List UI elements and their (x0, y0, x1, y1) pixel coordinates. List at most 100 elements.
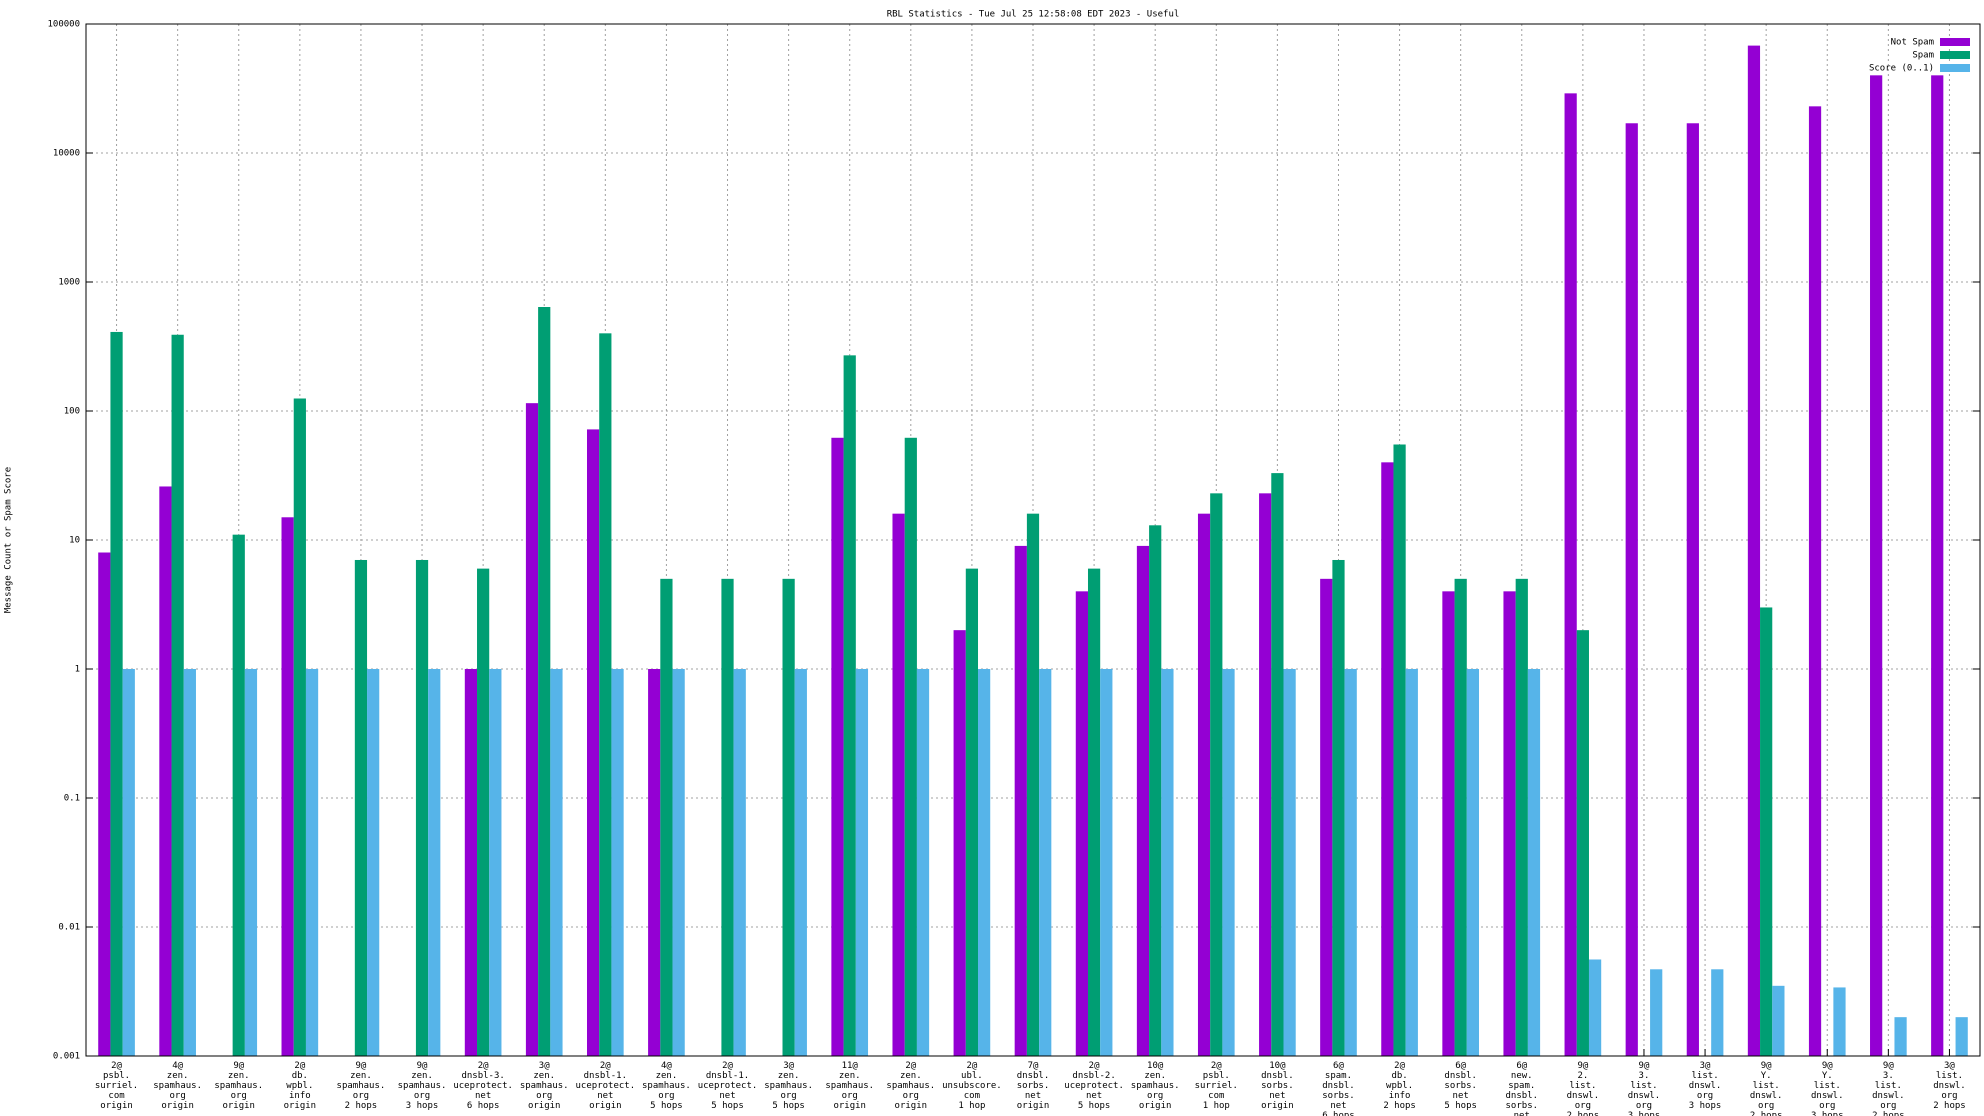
x-tick-label-line: net (475, 1091, 491, 1101)
x-tick-label: 3@ list. dnswl. org 3 hops (1689, 1061, 1722, 1111)
x-tick-label-line: Y. (1822, 1071, 1833, 1081)
x-tick-label-line: origin (100, 1101, 133, 1111)
x-tick-label-line: spamhaus. (764, 1081, 813, 1091)
bar (1760, 607, 1773, 1056)
legend-label: Score (0..1) (1869, 64, 1934, 74)
x-tick-label-line: 9@ (1822, 1061, 1833, 1071)
y-tick-label: 1000 (58, 278, 80, 288)
x-tick-label-line: unsubscore. (942, 1081, 1002, 1091)
x-tick-label-line: 3 hops (1689, 1101, 1722, 1111)
x-tick-label-line: 3 hops (1811, 1111, 1844, 1116)
bar (611, 669, 624, 1056)
bar (171, 334, 184, 1056)
x-tick-label: 6@ spam. dnsbl. sorbs. net 6 hops (1322, 1061, 1355, 1116)
x-tick-label-line: org (1758, 1101, 1774, 1111)
bar (1894, 1017, 1907, 1056)
x-tick-label-line: surriel. (1195, 1081, 1238, 1091)
bar (1332, 559, 1345, 1056)
y-tick-label: 1 (75, 665, 80, 675)
x-tick-label: 6@ dnsbl. sorbs. net 5 hops (1444, 1061, 1477, 1111)
x-tick-label-line: uceprotect. (453, 1081, 513, 1091)
bar (586, 429, 600, 1056)
bar (1772, 985, 1785, 1056)
x-tick-label-line: origin (1139, 1101, 1172, 1111)
x-tick-label-line: 5 hops (650, 1101, 683, 1111)
x-tick-label-line: new. (1511, 1071, 1533, 1081)
x-tick-label: 2@ psbl. surriel. com origin (95, 1061, 138, 1111)
bar (1588, 959, 1602, 1056)
bar (98, 552, 111, 1056)
x-tick-label-line: 9@ (233, 1061, 244, 1071)
x-tick-label-line: spamhaus. (886, 1081, 935, 1091)
y-tick-label: 100000 (47, 20, 80, 30)
chart-title: RBL Statistics - Tue Jul 25 12:58:08 EDT… (887, 10, 1180, 20)
x-tick-label: 9@ 3. list. dnswl. org 3 hops (1628, 1061, 1661, 1116)
x-tick-label-line: net (1025, 1091, 1041, 1101)
x-tick-label: 9@ zen. spamhaus. org 2 hops (337, 1061, 386, 1111)
x-tick-label: 9@ 2. list. dnswl. org 2 hops (1567, 1061, 1600, 1116)
y-tick-label: 0.001 (53, 1052, 80, 1062)
x-tick-label: 3@ zen. spamhaus. org 5 hops (764, 1061, 813, 1111)
bar (1454, 578, 1467, 1056)
x-tick-label: 4@ zen. spamhaus. org origin (153, 1061, 202, 1111)
x-tick-label: 11@ zen. spamhaus. org origin (825, 1061, 874, 1111)
bar (183, 669, 196, 1056)
x-tick-label-line: 3 hops (406, 1101, 439, 1111)
y-tick-label: 0.01 (58, 923, 80, 933)
x-tick-label-line: 5 hops (711, 1101, 744, 1111)
x-tick-label-line: 6 hops (1322, 1111, 1355, 1116)
bar (1747, 45, 1761, 1057)
x-tick-label: 3@ list. dnswl. org 2 hops (1933, 1061, 1966, 1111)
x-tick-label-line: 2@ (478, 1061, 489, 1071)
x-tick-label: 2@ dnsbl-1. uceprotect. net 5 hops (698, 1061, 758, 1111)
x-tick-label-line: uceprotect. (576, 1081, 636, 1091)
bar (965, 568, 979, 1056)
x-tick-label-line: info (289, 1091, 311, 1101)
x-tick-label-line: wpbl. (1386, 1081, 1413, 1091)
x-tick-label-line: org (1575, 1101, 1591, 1111)
x-tick-label-line: origin (895, 1101, 928, 1111)
bar (232, 534, 245, 1056)
bar (1564, 93, 1577, 1057)
x-tick-label-line: net (1269, 1091, 1285, 1101)
x-tick-label-line: dnswl. (1872, 1091, 1905, 1101)
x-tick-label-line: 3@ (783, 1061, 794, 1071)
bar (1393, 444, 1406, 1056)
x-tick-label-line: db. (1391, 1071, 1407, 1081)
bar (428, 669, 441, 1056)
bar (953, 630, 966, 1056)
bar (1405, 669, 1418, 1056)
bar (1503, 591, 1516, 1056)
x-tick-label-line: 3@ (1944, 1061, 1955, 1071)
bar (293, 398, 306, 1056)
x-tick-label-line: dnsbl-2. (1072, 1071, 1115, 1081)
x-tick-label-line: 9@ (1883, 1061, 1894, 1071)
bar (843, 355, 856, 1056)
x-tick-label-line: org (170, 1091, 186, 1101)
x-tick-label-line: org (231, 1091, 247, 1101)
x-tick-label-line: dnsbl. (1506, 1091, 1539, 1101)
x-tick-label-line: dnsbl-3. (461, 1071, 504, 1081)
x-tick-label: 2@ dnsbl-1. uceprotect. net origin (576, 1061, 636, 1111)
bar (1026, 513, 1040, 1056)
x-tick-label-line: 10@ (1269, 1061, 1286, 1071)
x-tick-label-line: spamhaus. (214, 1081, 263, 1091)
bar (599, 333, 612, 1057)
bar (1320, 578, 1333, 1056)
x-tick-label-line: org (1147, 1091, 1163, 1101)
x-tick-label-line: origin (589, 1101, 622, 1111)
x-tick-label-line: 6@ (1333, 1061, 1344, 1071)
bar (1527, 669, 1541, 1056)
x-tick-label-line: zen. (350, 1071, 372, 1081)
x-tick-label-line: net (1330, 1101, 1346, 1111)
legend-swatch (1940, 38, 1970, 46)
bar (415, 559, 429, 1056)
x-tick-label: 2@ psbl. surriel. com 1 hop (1195, 1061, 1238, 1111)
x-tick-label-line: 2 hops (1567, 1111, 1600, 1116)
x-tick-label-line: zen. (1144, 1071, 1166, 1081)
bar (733, 669, 746, 1056)
bar (855, 669, 869, 1056)
x-tick-label-line: 3. (1883, 1071, 1894, 1081)
bar (489, 669, 502, 1056)
bar (892, 513, 905, 1056)
